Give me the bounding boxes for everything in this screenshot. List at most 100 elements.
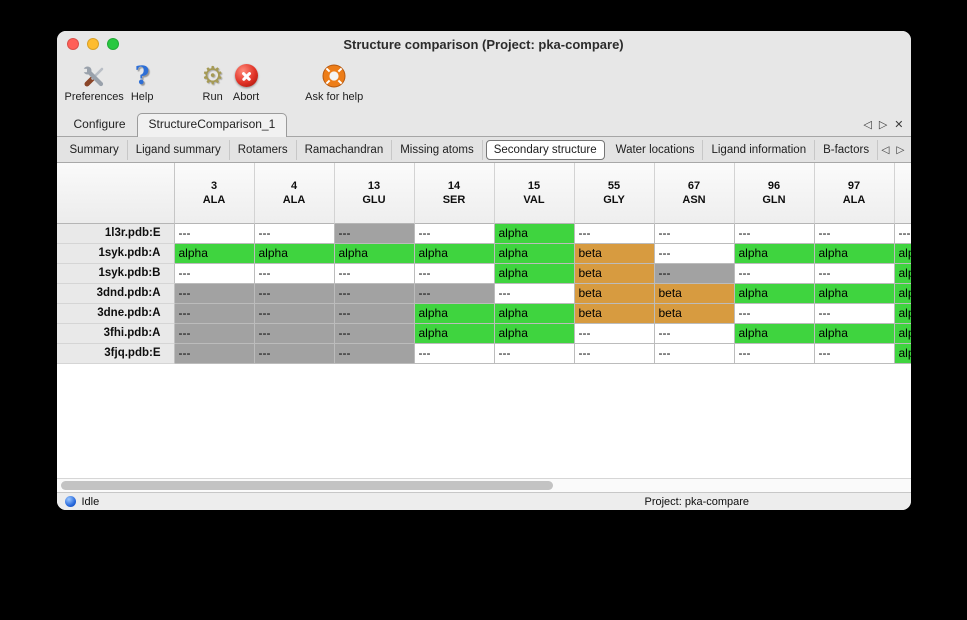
ss-cell: alpha	[494, 264, 575, 284]
subtab-ligand-information[interactable]: Ligand information	[703, 139, 816, 160]
ss-cell: ---	[174, 264, 255, 284]
minimize-button[interactable]	[86, 38, 99, 50]
ss-cell: alpha	[494, 324, 575, 344]
tab-next-icon[interactable]: ▷	[878, 118, 888, 131]
tab-close-icon[interactable]: ✕	[894, 118, 904, 131]
ss-cell: ---	[334, 224, 415, 244]
ss-cell: ---	[654, 324, 735, 344]
column-header: 13 GLU	[334, 163, 415, 224]
tab-structurecomparison-1[interactable]: StructureComparison_1	[136, 113, 288, 137]
preferences-button[interactable]: Preferences	[65, 60, 124, 103]
column-header: 4 ALA	[254, 163, 335, 224]
ss-cell: ---	[734, 344, 815, 364]
ss-cell: alpha	[814, 284, 895, 304]
subtab-ramachandran[interactable]: Ramachandran	[297, 139, 393, 160]
ss-cell: alpha	[254, 244, 335, 264]
row-label: 1l3r.pdb:E	[56, 224, 175, 244]
row-label: 3fhi.pdb:A	[56, 324, 175, 344]
ss-cell: ---	[254, 264, 335, 284]
project-label: Project: pka-compare	[644, 495, 750, 508]
status-icon	[64, 496, 76, 507]
subtab-nav: ◁ ▷	[881, 144, 904, 156]
ask-for-help-button[interactable]: Ask for help	[305, 60, 363, 103]
subtab-water-locations[interactable]: Water locations	[608, 139, 704, 160]
ss-cell: ---	[494, 284, 575, 304]
ss-cell: ---	[894, 224, 911, 244]
ss-cell: ---	[254, 324, 335, 344]
ss-cell: ---	[574, 324, 655, 344]
ss-cell: ---	[334, 344, 415, 364]
ss-cell: alpha	[334, 244, 415, 264]
ss-cell: ---	[174, 344, 255, 364]
ss-cell: ---	[334, 324, 415, 344]
main-tab-bar: Configure StructureComparison_1 ◁ ▷ ✕	[56, 110, 911, 137]
subtab-rotamers[interactable]: Rotamers	[230, 139, 297, 160]
ss-cell: ---	[414, 224, 495, 244]
abort-button[interactable]: Abort	[233, 60, 259, 103]
row-label: 3dne.pdb:A	[56, 304, 175, 324]
ss-cell: ---	[814, 304, 895, 324]
table-corner	[56, 163, 175, 224]
ss-cell: alpha	[814, 244, 895, 264]
abort-icon	[234, 60, 258, 91]
ss-cell: beta	[654, 284, 735, 304]
tab-configure[interactable]: Configure	[73, 117, 126, 131]
ss-cell: alpha	[414, 324, 495, 344]
ss-cell: alpha	[894, 284, 911, 304]
ss-cell: ---	[254, 284, 335, 304]
subtab-secondary-structure[interactable]: Secondary structure	[485, 139, 605, 160]
tab-nav: ◁ ▷ ✕	[863, 118, 903, 131]
table-area: 3 ALA 4 ALA 13 GLU 14 SER 15 VAL 55 GLY 67 ASN 96 GLN 97…	[56, 163, 911, 478]
toolbar: Preferences ? Help ⚙ Run Abort	[57, 57, 911, 110]
close-button[interactable]	[66, 38, 79, 50]
ss-cell: ---	[574, 344, 655, 364]
ss-cell: alpha	[494, 304, 575, 324]
ss-cell: ---	[814, 224, 895, 244]
horizontal-scrollbar[interactable]	[56, 478, 911, 492]
ss-cell: ---	[734, 224, 815, 244]
title-bar: Structure comparison (Project: pka-compa…	[56, 31, 911, 57]
column-header: 97 ALA	[814, 163, 895, 224]
help-icon: ?	[134, 60, 150, 90]
subtab-ligand-summary[interactable]: Ligand summary	[128, 139, 230, 160]
subtab-summary[interactable]: Summary	[62, 139, 128, 160]
ss-cell: ---	[174, 224, 255, 244]
run-button[interactable]: ⚙ Run	[201, 60, 223, 103]
toolbar-label: Help	[130, 91, 154, 103]
toolbar-label: Abort	[232, 91, 260, 103]
ss-cell: alpha	[494, 224, 575, 244]
ss-cell: beta	[574, 244, 655, 264]
subtab-next-icon[interactable]: ▷	[896, 144, 905, 156]
ss-cell: ---	[574, 224, 655, 244]
zoom-button[interactable]	[106, 38, 119, 50]
scrollbar-thumb[interactable]	[60, 481, 553, 490]
status-bar: Idle Project: pka-compare	[56, 492, 911, 510]
ss-cell: ---	[254, 304, 335, 324]
ss-cell: alpha	[734, 324, 815, 344]
ss-cell: ---	[334, 264, 415, 284]
row-label: 3dnd.pdb:A	[56, 284, 175, 304]
ss-cell: alpha	[894, 324, 911, 344]
tools-icon	[79, 60, 109, 91]
gear-icon: ⚙	[201, 60, 224, 90]
column-header: 3 ALA	[174, 163, 255, 224]
tab-prev-icon[interactable]: ◁	[863, 118, 872, 131]
ss-cell: ---	[654, 224, 735, 244]
ss-cell: ---	[414, 264, 495, 284]
subtab-b-factors[interactable]: B-factors	[815, 139, 879, 160]
ss-cell: alpha	[894, 344, 911, 364]
ss-cell: ---	[654, 264, 735, 284]
ss-cell: ---	[494, 344, 575, 364]
column-header: 67 ASN	[654, 163, 735, 224]
help-button[interactable]: ? Help	[131, 60, 154, 103]
subtab-missing-atoms[interactable]: Missing atoms	[392, 139, 483, 160]
ss-cell: ---	[654, 344, 735, 364]
ss-cell: alpha	[494, 244, 575, 264]
ss-cell: alpha	[174, 244, 255, 264]
ss-cell: ---	[174, 304, 255, 324]
ss-cell: ---	[814, 264, 895, 284]
row-label: 3fjq.pdb:E	[56, 344, 175, 364]
ss-cell: alpha	[414, 244, 495, 264]
ss-cell: beta	[574, 284, 655, 304]
subtab-prev-icon[interactable]: ◁	[881, 144, 890, 156]
